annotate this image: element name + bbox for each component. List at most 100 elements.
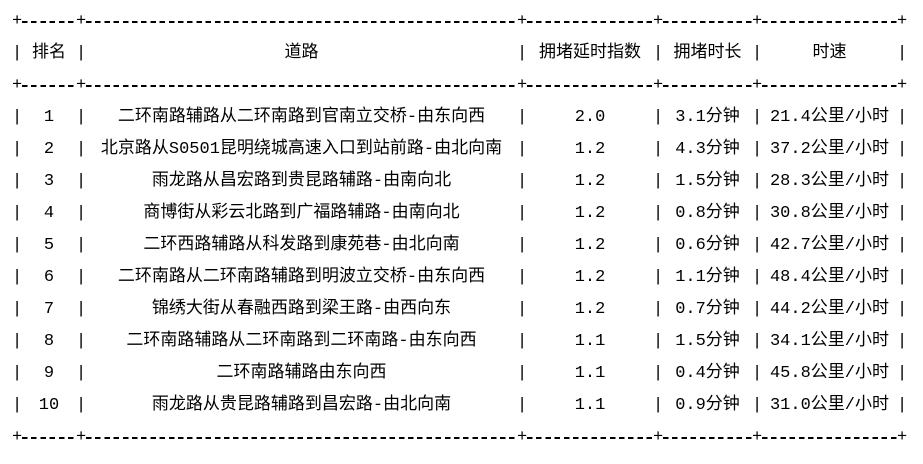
column-separator: | (12, 236, 23, 255)
column-separator: | (517, 44, 528, 63)
border-plus-icon: + (897, 76, 908, 95)
cell-road: 雨龙路从贵昆路辅路到昌宏路-由北向南 (151, 396, 452, 415)
column-separator: | (752, 204, 763, 223)
cell-congestion-index: 1.1 (574, 396, 606, 415)
border-dash (762, 437, 897, 439)
cell-congestion-index: 1.2 (574, 204, 606, 223)
border-dash (22, 21, 76, 23)
cell-congestion-index: 1.2 (574, 140, 606, 159)
column-separator: | (12, 44, 23, 63)
cell-speed: 42.7公里/小时 (769, 236, 889, 255)
border-plus-icon: + (517, 76, 528, 95)
column-separator: | (752, 172, 763, 191)
header-congestion-index: 拥堵延时指数 (539, 44, 641, 63)
border-plus-icon: + (897, 428, 908, 447)
column-separator: | (752, 300, 763, 319)
column-separator: | (76, 108, 87, 127)
cell-rank: 4 (43, 204, 55, 223)
column-separator: | (12, 364, 23, 383)
column-separator: | (76, 204, 87, 223)
cell-congestion-duration: 1.1分钟 (675, 268, 740, 287)
cell-speed: 30.8公里/小时 (769, 204, 889, 223)
border-dash (86, 85, 517, 87)
cell-rank: 8 (43, 332, 55, 351)
column-separator: | (752, 332, 763, 351)
cell-speed: 37.2公里/小时 (769, 140, 889, 159)
cell-congestion-index: 1.1 (574, 364, 606, 383)
header-rank: 排名 (32, 44, 66, 63)
column-separator: | (12, 268, 23, 287)
cell-rank: 6 (43, 268, 55, 287)
border-dash (663, 437, 752, 439)
cell-congestion-index: 1.2 (574, 172, 606, 191)
cell-rank: 3 (43, 172, 55, 191)
cell-rank: 1 (43, 108, 55, 127)
column-separator: | (653, 396, 664, 415)
table-row: | 4 | 商博街从彩云北路到广福路辅路-由南向北 | 1.2 | 0.8分钟 | 30.8公里/… (12, 198, 907, 230)
border-plus-icon: + (12, 12, 23, 31)
border-plus-icon: + (517, 428, 528, 447)
column-separator: | (517, 108, 528, 127)
column-separator: | (752, 140, 763, 159)
cell-congestion-duration: 0.4分钟 (675, 364, 740, 383)
border-dash (762, 85, 897, 87)
column-separator: | (517, 364, 528, 383)
border-dash (527, 437, 653, 439)
cell-road: 二环南路从二环南路辅路到明波立交桥-由东向西 (117, 268, 486, 287)
column-separator: | (752, 236, 763, 255)
cell-road: 商博街从彩云北路到广福路辅路-由南向北 (143, 204, 460, 223)
column-separator: | (752, 396, 763, 415)
cell-rank: 9 (43, 364, 55, 383)
column-separator: | (76, 236, 87, 255)
column-separator: | (12, 300, 23, 319)
cell-speed: 21.4公里/小时 (769, 108, 889, 127)
cell-road: 二环南路辅路从二环南路到官南立交桥-由东向西 (117, 108, 486, 127)
cell-road: 北京路从S0501昆明绕城高速入口到站前路-由北向南 (100, 140, 503, 159)
cell-congestion-index: 1.2 (574, 268, 606, 287)
table-border-bottom: + + + + + + (12, 422, 907, 454)
column-separator: | (76, 172, 87, 191)
column-separator: | (897, 300, 908, 319)
column-separator: | (12, 140, 23, 159)
cell-congestion-duration: 1.5分钟 (675, 332, 740, 351)
border-plus-icon: + (517, 12, 528, 31)
table-row: | 10 | 雨龙路从贵昆路辅路到昌宏路-由北向南 | 1.1 | 0.9分钟 | 31.0公里/… (12, 390, 907, 422)
border-plus-icon: + (12, 76, 23, 95)
border-dash (663, 85, 752, 87)
column-separator: | (653, 268, 664, 287)
border-plus-icon: + (653, 428, 664, 447)
cell-congestion-index: 2.0 (574, 108, 606, 127)
border-plus-icon: + (76, 12, 87, 31)
column-separator: | (752, 268, 763, 287)
column-separator: | (897, 108, 908, 127)
border-dash (86, 21, 517, 23)
column-separator: | (897, 268, 908, 287)
column-separator: | (897, 204, 908, 223)
cell-congestion-index: 1.1 (574, 332, 606, 351)
border-plus-icon: + (12, 428, 23, 447)
cell-congestion-index: 1.2 (574, 300, 606, 319)
column-separator: | (76, 268, 87, 287)
column-separator: | (12, 396, 23, 415)
column-separator: | (517, 140, 528, 159)
column-separator: | (653, 140, 664, 159)
column-separator: | (517, 204, 528, 223)
column-separator: | (76, 364, 87, 383)
cell-speed: 44.2公里/小时 (769, 300, 889, 319)
column-separator: | (897, 236, 908, 255)
table-border-top: + + + + + + (12, 6, 907, 38)
cell-rank: 5 (43, 236, 55, 255)
cell-congestion-duration: 0.7分钟 (675, 300, 740, 319)
column-separator: | (517, 268, 528, 287)
column-separator: | (517, 396, 528, 415)
column-separator: | (752, 44, 763, 63)
column-separator: | (12, 332, 23, 351)
congestion-ranking-table: + + + + + + | 排名 | 道路 | 拥堵延时指数 | 拥堵时长 | 时速 | + + + + + + | 1 |… (12, 6, 907, 454)
table-header-row: | 排名 | 道路 | 拥堵延时指数 | 拥堵时长 | 时速 | (12, 38, 907, 70)
column-separator: | (76, 332, 87, 351)
table-row: | 9 | 二环南路辅路由东向西 | 1.1 | 0.4分钟 | 45.8公里/小时 | (12, 358, 907, 390)
cell-congestion-duration: 0.9分钟 (675, 396, 740, 415)
border-dash (663, 21, 752, 23)
cell-road: 二环南路辅路从二环南路到二环南路-由东向西 (126, 332, 477, 351)
column-separator: | (653, 364, 664, 383)
